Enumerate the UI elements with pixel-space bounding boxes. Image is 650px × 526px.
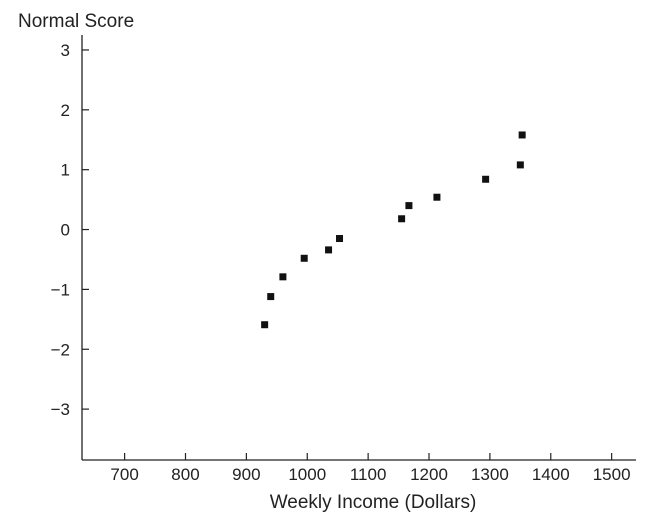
x-axis-ticks: 700 800 900 1000 1100 1200 1300 1400 1500 bbox=[110, 453, 631, 484]
data-point bbox=[279, 273, 287, 281]
y-axis-title: Normal Score bbox=[18, 11, 134, 32]
x-tick-label: 1300 bbox=[471, 465, 509, 484]
y-tick-label: 3 bbox=[61, 41, 70, 60]
data-point bbox=[336, 235, 344, 243]
data-points bbox=[261, 131, 526, 329]
x-tick-label: 1500 bbox=[593, 465, 631, 484]
data-point bbox=[516, 161, 524, 169]
x-axis-title: Weekly Income (Dollars) bbox=[270, 492, 477, 513]
data-point bbox=[518, 131, 526, 139]
x-tick-label: 1400 bbox=[532, 465, 570, 484]
y-tick-label: 2 bbox=[61, 101, 70, 120]
x-tick-label: 1200 bbox=[410, 465, 448, 484]
data-point bbox=[482, 175, 490, 183]
y-tick-label: −1 bbox=[51, 280, 70, 299]
data-point bbox=[325, 246, 333, 254]
x-tick-label: 1000 bbox=[288, 465, 326, 484]
y-tick-label: −3 bbox=[51, 400, 70, 419]
data-point bbox=[405, 202, 413, 210]
data-point bbox=[267, 293, 275, 301]
data-point bbox=[433, 193, 441, 201]
y-tick-label: 1 bbox=[61, 161, 70, 180]
x-tick-label: 700 bbox=[110, 465, 138, 484]
y-tick-label: 0 bbox=[61, 221, 70, 240]
x-tick-label: 1100 bbox=[350, 465, 387, 484]
axes bbox=[81, 35, 636, 461]
y-axis-ticks: 3 2 1 0 −1 −2 −3 bbox=[51, 41, 89, 419]
y-tick-label: −2 bbox=[51, 340, 70, 359]
x-tick-label: 800 bbox=[171, 465, 199, 484]
x-tick-label: 900 bbox=[232, 465, 260, 484]
data-point bbox=[261, 321, 269, 329]
data-point bbox=[398, 215, 406, 223]
data-point bbox=[300, 254, 308, 262]
